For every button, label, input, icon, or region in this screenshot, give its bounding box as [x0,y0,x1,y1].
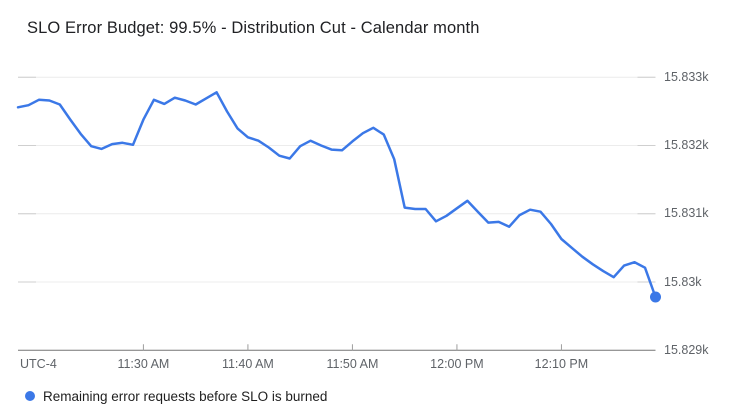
legend-series-dot-icon [25,391,35,401]
y-axis-label: 15.83k [664,274,702,289]
x-axis-label: 12:00 PM [430,357,484,371]
y-axis-label: 15.833k [664,69,709,84]
y-axis-label: 15.829k [664,342,709,357]
y-axis-label: 15.832k [664,138,709,152]
x-axis-label: 11:30 AM [117,357,170,371]
chart-title: SLO Error Budget: 99.5% - Distribution C… [27,19,480,37]
timezone-label: UTC-4 [20,357,57,371]
x-axis-label: 11:40 AM [221,357,274,371]
x-axis-label: 11:50 AM [326,357,379,371]
series-end-marker [650,291,661,303]
legend-label: Remaining error requests before SLO is b… [43,388,328,404]
x-axis-label: 12:10 PM [534,357,589,371]
legend-item[interactable]: Remaining error requests before SLO is b… [25,388,327,404]
y-axis-label: 15.831k [664,206,709,221]
series-line [16,91,657,299]
